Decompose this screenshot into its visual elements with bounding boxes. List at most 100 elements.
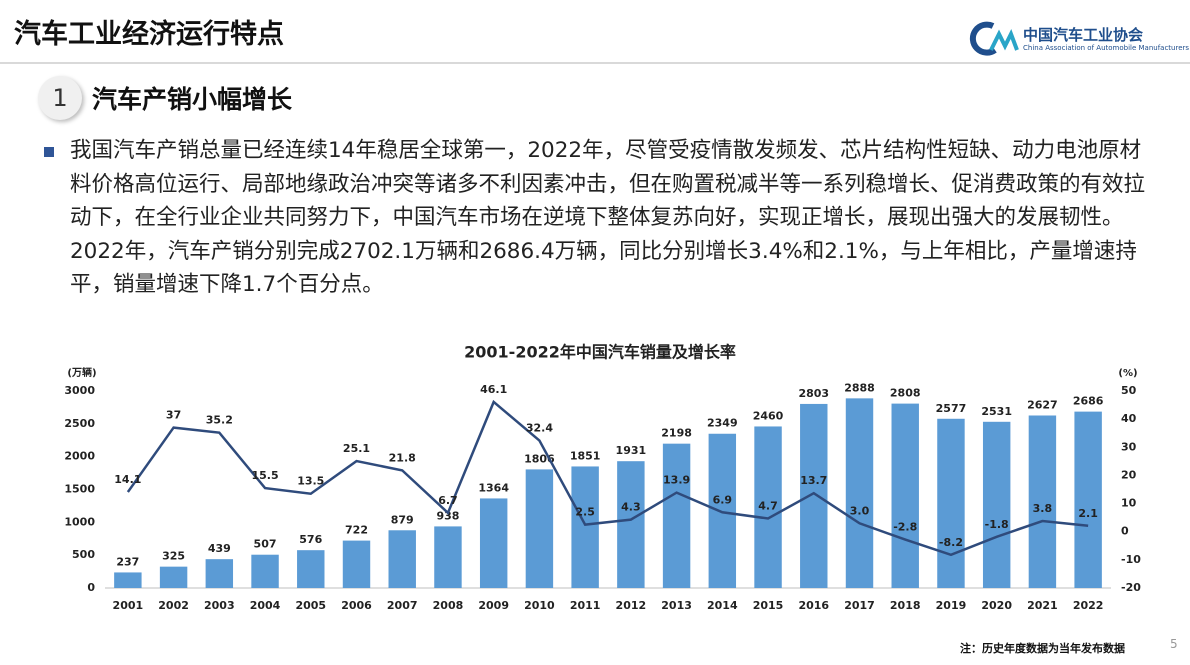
bar: [388, 530, 416, 588]
section-title: 汽车产销小幅增长: [92, 85, 293, 114]
x-tick-label: 2009: [478, 599, 509, 612]
line-value-label: 14.1: [114, 473, 141, 486]
x-tick-label: 2008: [433, 599, 464, 612]
y2-tick-label: 10: [1121, 497, 1137, 510]
bar-value-label: 2808: [890, 387, 921, 400]
line-value-label: -2.8: [893, 521, 917, 534]
y2-tick-label: 0: [1121, 525, 1129, 538]
bar: [662, 443, 691, 588]
y-tick-label: 3000: [64, 384, 95, 397]
bar-value-label: 722: [345, 524, 368, 537]
bar-value-label: 2198: [661, 427, 692, 440]
y-tick-label: 1000: [64, 515, 95, 528]
line-value-label: -1.8: [985, 518, 1009, 531]
line-value-label: 35.2: [206, 414, 233, 427]
x-tick-label: 2020: [981, 599, 1012, 612]
line-value-label: 13.9: [663, 474, 690, 487]
bar-value-label: 576: [299, 533, 322, 546]
x-tick-label: 2011: [570, 599, 601, 612]
x-tick-label: 2002: [158, 599, 189, 612]
header-title: 汽车工业经济运行特点: [14, 19, 284, 50]
logo-icon: [969, 21, 1019, 56]
y2-axis-label: (%): [1118, 368, 1137, 379]
bar: [205, 559, 234, 588]
chart: 2001-2022年中国汽车销量及增长率 (万辆) (%) 0 500 1000 15…: [64, 343, 1141, 613]
bar: [891, 403, 919, 588]
line-value-label: 2.5: [575, 506, 595, 519]
logo-en: China Association of Automobile Manufact…: [1023, 44, 1190, 52]
bar: [800, 403, 828, 588]
line-value-label: 15.5: [251, 469, 278, 482]
bar-value-label: 2460: [753, 409, 784, 422]
page-number: 5: [1170, 637, 1178, 651]
bar-value-label: 2531: [981, 405, 1012, 418]
bar-value-label: 1851: [570, 449, 601, 462]
y2-tick-label: 50: [1121, 384, 1137, 397]
x-tick-label: 2006: [341, 599, 372, 612]
x-tick-label: 2016: [798, 599, 829, 612]
header-rule: [0, 62, 1190, 64]
y2-tick-label: 30: [1121, 440, 1137, 453]
x-tick-label: 2007: [387, 599, 418, 612]
x-tick-label: 2013: [661, 599, 692, 612]
line-value-label: 13.5: [297, 475, 324, 488]
bullet: [44, 147, 54, 157]
bar: [159, 566, 188, 588]
bar-value-label: 2803: [798, 387, 829, 400]
bar-value-label: 2577: [936, 402, 967, 415]
line-value-label: 21.8: [389, 451, 416, 464]
x-tick-label: 2017: [844, 599, 875, 612]
section-number: 1: [38, 76, 82, 120]
line-value-label: 6.7: [438, 494, 458, 507]
bar-value-label: 2686: [1073, 395, 1104, 408]
footnote: 注：历史年度数据为当年发布数据: [960, 642, 1125, 655]
x-tick-label: 2015: [753, 599, 784, 612]
bar-value-label: 325: [162, 550, 185, 563]
bar: [479, 498, 508, 588]
y2-tick-label: 40: [1121, 412, 1137, 425]
bar-value-label: 1364: [478, 481, 509, 494]
bar: [434, 526, 462, 588]
x-tick-label: 2012: [616, 599, 647, 612]
bar: [571, 466, 599, 588]
y-axis-label: (万辆): [67, 366, 96, 379]
bar: [982, 421, 1011, 588]
x-tick-label: 2019: [936, 599, 967, 612]
bar: [297, 550, 325, 588]
bar-value-label: 237: [116, 555, 139, 568]
bar: [845, 398, 874, 588]
bar-value-label: 2627: [1027, 398, 1058, 411]
line-value-label: 32.4: [526, 422, 553, 435]
line-value-label: 37: [166, 409, 181, 422]
y-tick-label: 2500: [64, 417, 95, 430]
y-tick-label: 2000: [64, 450, 95, 463]
chart-title: 2001-2022年中国汽车销量及增长率: [464, 343, 736, 362]
x-tick-label: 2018: [890, 599, 921, 612]
line-value-label: 3.0: [850, 504, 870, 517]
y2-tick-label: 20: [1121, 468, 1137, 481]
bar: [251, 554, 279, 588]
bar: [1028, 415, 1057, 588]
bar-value-label: 879: [391, 513, 414, 526]
logo-cn: 中国汽车工业协会: [1023, 26, 1144, 44]
x-tick-label: 2010: [524, 599, 555, 612]
growth-line: [126, 399, 1089, 557]
line-value-label: 2.1: [1078, 507, 1098, 520]
x-tick-label: 2001: [113, 599, 144, 612]
line-value-label: 4.3: [621, 501, 641, 514]
line-value-label: -8.2: [939, 536, 963, 549]
bar-value-label: 2349: [707, 417, 738, 430]
y-tick-label: 500: [72, 548, 95, 561]
x-tick-label: 2005: [295, 599, 326, 612]
y2-tick-label: -10: [1121, 553, 1141, 566]
x-tick-label: 2003: [204, 599, 235, 612]
bar-value-label: 507: [254, 538, 277, 551]
bar-value-label: 1931: [616, 444, 647, 457]
line-value-label: 13.7: [800, 474, 827, 487]
bar: [617, 461, 645, 588]
paragraph: 我国汽车产销总量已经连续14年稳居全球第一，2022年，尽管受疫情散发频发、芯片…: [70, 138, 1146, 297]
line-value-label: 6.9: [713, 493, 733, 506]
bar: [342, 540, 371, 588]
bar-value-label: 439: [208, 542, 231, 555]
